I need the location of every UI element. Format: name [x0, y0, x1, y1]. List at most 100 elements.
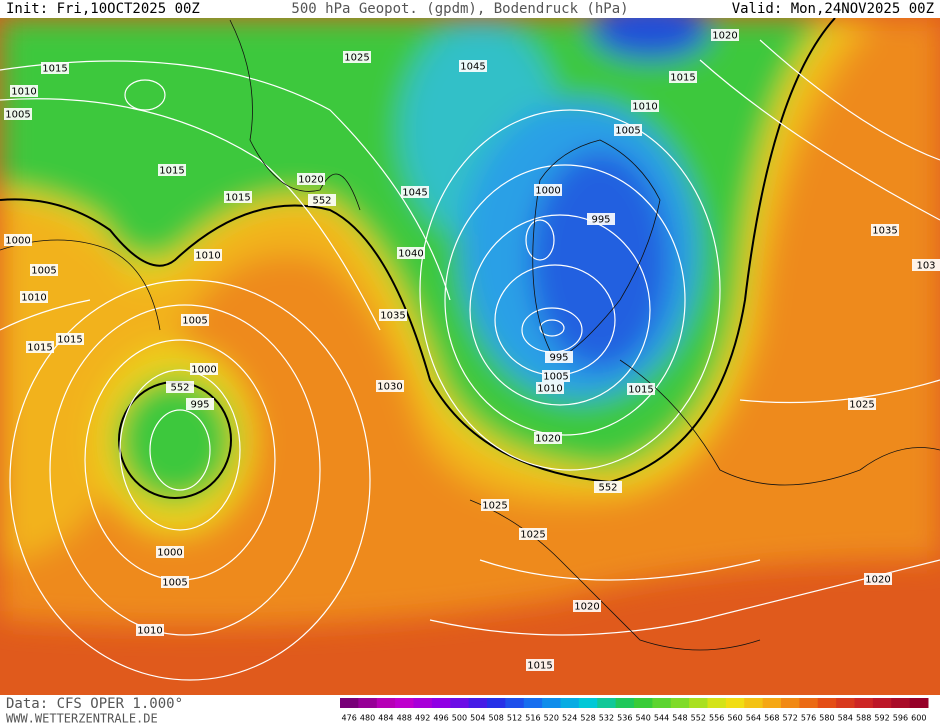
label-box [166, 381, 194, 393]
isobar-label: 1000 [191, 365, 216, 376]
label-box [587, 213, 615, 225]
isobar-label: 1015 [670, 73, 695, 84]
scale-label: 520 [544, 714, 559, 723]
isobars [0, 39, 940, 681]
isobar-label: 103 [916, 261, 935, 272]
isobar-label: 552 [598, 483, 617, 494]
isobar-label: 1010 [21, 293, 46, 304]
label-box [343, 51, 371, 63]
scale-swatch [505, 698, 525, 708]
scale-swatch [578, 698, 598, 708]
scale-label: 496 [433, 714, 448, 723]
scale-label: 476 [342, 714, 357, 723]
scale-swatch [725, 698, 745, 708]
map-title: 500 hPa Geopot. (gpdm), Bodendruck (hPa) [291, 1, 628, 17]
isobar-label: 1005 [182, 316, 207, 327]
label-box [181, 314, 209, 326]
label-box [631, 100, 659, 112]
isobar-labels: 1015 1010 1005 1025 1045 1020 1015 1010 1005 1015… [4, 29, 940, 672]
label-box [4, 234, 32, 246]
isobar-label: 1020 [865, 575, 890, 586]
label-box [536, 382, 564, 394]
label-box [519, 528, 547, 540]
scale-swatch [597, 698, 617, 708]
scale-label: 492 [415, 714, 430, 723]
isobar-label: 1045 [460, 62, 485, 73]
scale-label: 600 [911, 714, 926, 723]
label-box [573, 600, 601, 612]
label-box [669, 71, 697, 83]
scale-swatch [450, 698, 470, 708]
label-box [614, 124, 642, 136]
scale-swatch [854, 698, 874, 708]
scale-swatch [872, 698, 892, 708]
scale-swatch [689, 698, 708, 708]
scale-swatch [744, 698, 764, 708]
label-box [871, 224, 899, 236]
scale-label: 584 [838, 714, 853, 723]
label-box [56, 333, 84, 345]
isobar-label: 1000 [157, 548, 182, 559]
scale-label: 508 [489, 714, 504, 723]
isobar-label: 1020 [298, 175, 323, 186]
isobar-label: 1020 [712, 31, 737, 42]
map [0, 18, 940, 695]
isobar-label: 1020 [574, 602, 599, 613]
scale-swatch [707, 698, 727, 708]
label-box [194, 249, 222, 261]
scale-label: 588 [856, 714, 871, 723]
label-box [30, 264, 58, 276]
scale-label: 532 [599, 714, 614, 723]
isobar-label: 1010 [11, 87, 36, 98]
label-box [156, 546, 184, 558]
website: WWW.WETTERZENTRALE.DE [6, 712, 158, 726]
scale-label: 488 [397, 714, 412, 723]
isobar-label: 1015 [27, 343, 52, 354]
scale-swatch [652, 698, 672, 708]
label-box [297, 173, 325, 185]
scale-label: 592 [874, 714, 889, 723]
isobar-label: 1005 [162, 578, 187, 589]
isobar-label: 1010 [195, 251, 220, 262]
scale-swatch [615, 698, 635, 708]
scale-label: 544 [654, 714, 669, 723]
isobar-label: 1040 [398, 249, 423, 260]
isobar-label: 1000 [5, 236, 30, 247]
isobar-label: 1030 [377, 382, 402, 393]
scale-label: 580 [819, 714, 834, 723]
scale-label: 556 [709, 714, 724, 723]
scale-swatch [670, 698, 690, 708]
scale-swatch [909, 698, 929, 708]
scale-swatch [431, 698, 451, 708]
label-box [158, 164, 186, 176]
data-source: Data: CFS OPER 1.000° [6, 696, 183, 712]
label-box [534, 184, 562, 196]
label-box [190, 363, 218, 375]
scale-swatch [376, 698, 396, 708]
scale-swatch [799, 698, 819, 708]
scale-swatch [340, 698, 359, 708]
label-box [459, 60, 487, 72]
contour-552 [0, 18, 836, 484]
scale-swatch [762, 698, 782, 708]
label-box [397, 247, 425, 259]
label-box [594, 481, 622, 493]
scale-label: 576 [801, 714, 816, 723]
label-box [224, 191, 252, 203]
scale-swatch [836, 698, 855, 708]
isobar-label: 1015 [159, 166, 184, 177]
label-box [534, 432, 562, 444]
scale-label: 536 [617, 714, 632, 723]
isobar-label: 1015 [57, 335, 82, 346]
scale-label: 564 [746, 714, 761, 723]
coastlines [0, 19, 940, 651]
valid-time: Valid: Mon,24NOV2025 00Z [732, 1, 934, 17]
label-box [912, 259, 940, 271]
isobar-label: 1025 [482, 501, 507, 512]
scale-swatch [358, 698, 378, 708]
isobar-label: 1005 [615, 126, 640, 137]
label-box [308, 194, 336, 206]
scale-swatch [891, 698, 911, 708]
isobar-label: 995 [190, 400, 209, 411]
label-box [186, 398, 214, 410]
